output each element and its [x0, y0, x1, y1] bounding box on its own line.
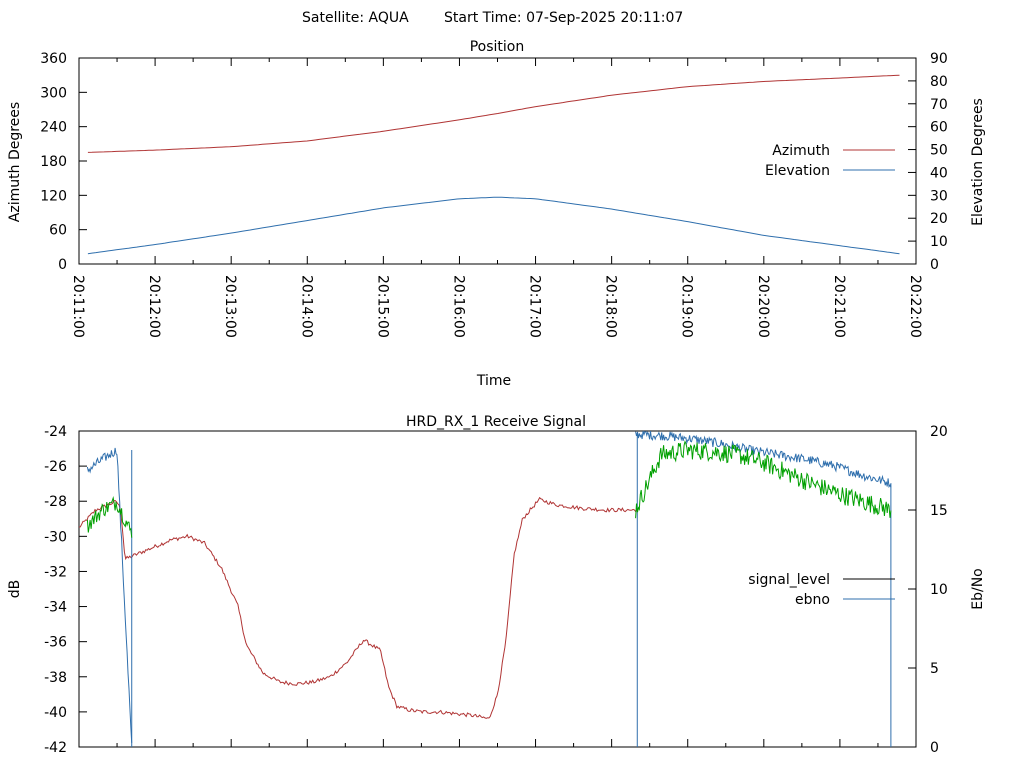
signal-y2-axis-label: Eb/No: [970, 568, 986, 610]
position-y-tick-label: 0: [58, 257, 67, 273]
position-y2-tick-label: 0: [930, 257, 939, 273]
position-y-tick-label: 360: [40, 51, 67, 67]
position-x-tick-label: 20:15:00: [374, 275, 390, 338]
position-legend-label: Azimuth: [772, 143, 830, 159]
position-series-line-azimuth: [87, 74, 900, 153]
signal-y-tick-label: -38: [44, 670, 67, 686]
position-x-tick-label: 20:17:00: [527, 275, 543, 338]
position-y2-tick-label: 50: [930, 143, 948, 159]
signal-y-tick-label: -40: [44, 705, 67, 721]
green-trace-pass-1: [86, 496, 133, 538]
signal-y2-tick-label: 10: [930, 582, 948, 598]
ebno-trace-pass-2: [635, 430, 892, 489]
position-y2-tick-label: 10: [930, 234, 948, 250]
position-y2-tick-label: 60: [930, 120, 948, 136]
position-y2-tick-label: 20: [930, 211, 948, 227]
position-x-tick-label: 20:22:00: [907, 275, 923, 338]
position-x-tick-label: 20:19:00: [679, 275, 695, 338]
signal-y2-tick-label: 15: [930, 503, 948, 519]
signal-y-tick-label: -32: [44, 564, 67, 580]
position-y-axis-label: Azimuth Degrees: [7, 102, 23, 222]
signal-y-tick-label: -42: [44, 740, 67, 756]
signal-legend-label: ebno: [795, 592, 830, 608]
position-y-tick-label: 120: [40, 188, 67, 204]
signal-y-tick-label: -28: [44, 494, 67, 510]
position-y-tick-label: 180: [40, 154, 67, 170]
signal-chart-title: HRD_RX_1 Receive Signal: [406, 414, 586, 430]
position-y2-tick-label: 40: [930, 165, 948, 181]
position-y-tick-label: 240: [40, 120, 67, 136]
position-x-tick-label: 20:11:00: [70, 275, 86, 338]
position-x-tick-label: 20:20:00: [755, 275, 771, 338]
position-x-axis-label: Time: [476, 373, 511, 389]
signal-legend-label: signal_level: [748, 572, 830, 588]
position-x-tick-label: 20:18:00: [603, 275, 619, 338]
position-y2-tick-label: 90: [930, 51, 948, 67]
signal-y2-tick-label: 5: [930, 661, 939, 677]
signal-y2-tick-label: 0: [930, 740, 939, 756]
signal-level-trace: [78, 496, 640, 719]
ebno-trace-pass-1: [86, 447, 133, 743]
signal-y-tick-label: -24: [44, 424, 67, 440]
satellite-label: Satellite: AQUA: [302, 10, 409, 26]
position-y2-tick-label: 70: [930, 97, 948, 113]
position-y-tick-label: 60: [49, 223, 67, 239]
position-legend-label: Elevation: [765, 163, 830, 179]
signal-y-tick-label: -36: [44, 635, 67, 651]
position-y-tick-label: 300: [40, 85, 67, 101]
signal-y-axis-label: dB: [7, 580, 23, 599]
position-y2-axis-label: Elevation Degrees: [970, 98, 986, 226]
position-y2-tick-label: 80: [930, 74, 948, 90]
signal-y2-tick-label: 20: [930, 424, 948, 440]
position-plot-frame: [78, 57, 917, 265]
green-trace-pass-2: [635, 440, 892, 519]
position-chart-title: Position: [470, 39, 525, 55]
position-series-line-elevation: [87, 196, 900, 255]
position-x-tick-label: 20:12:00: [146, 275, 162, 338]
position-x-tick-label: 20:14:00: [298, 275, 314, 338]
signal-y-tick-label: -30: [44, 529, 67, 545]
position-x-tick-label: 20:16:00: [450, 275, 466, 338]
signal-y-tick-label: -34: [44, 600, 67, 616]
position-x-tick-label: 20:13:00: [222, 275, 238, 338]
signal-y-tick-label: -26: [44, 459, 67, 475]
position-x-tick-label: 20:21:00: [831, 275, 847, 338]
position-y2-tick-label: 30: [930, 188, 948, 204]
start-time-label: Start Time: 07-Sep-2025 20:11:07: [444, 10, 683, 26]
